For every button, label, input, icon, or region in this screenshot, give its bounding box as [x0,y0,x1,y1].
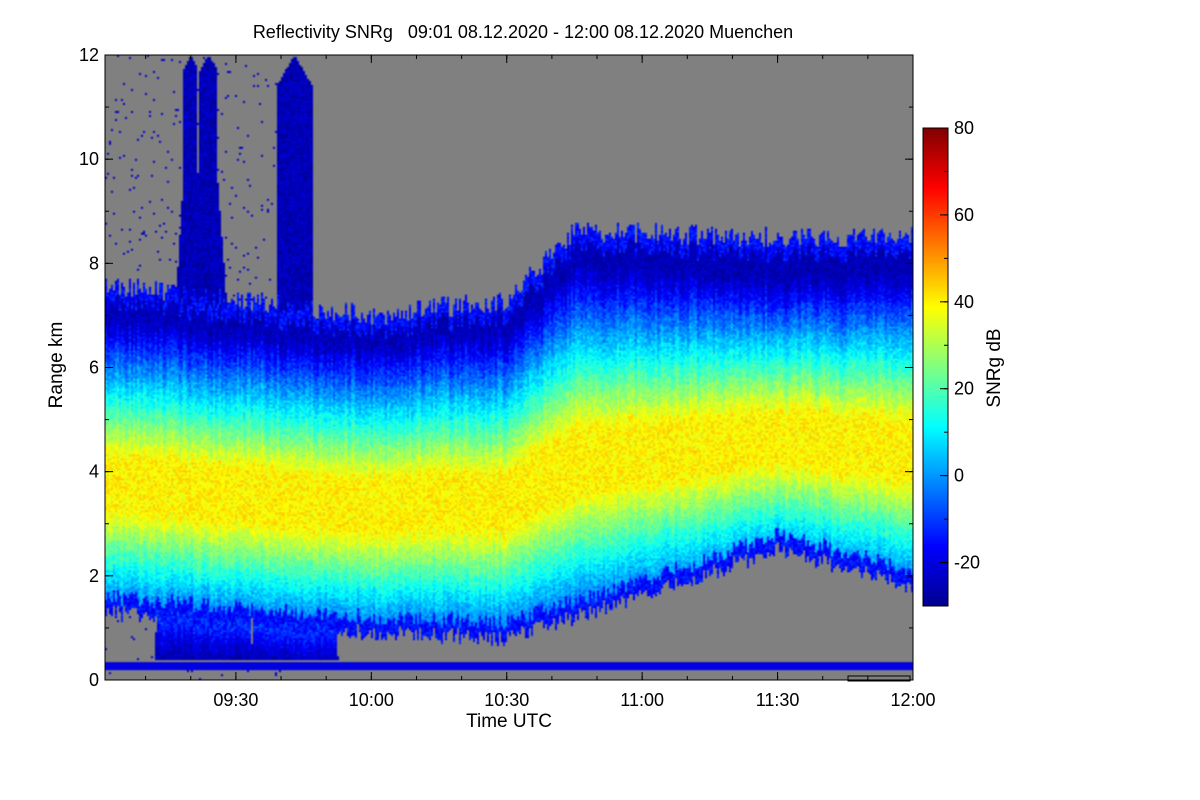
x-tick-label: 09:30 [213,690,258,710]
y-tick-label: 8 [89,253,99,273]
lower-right-marker [847,675,911,682]
y-axis-label: Range km [46,322,67,409]
y-tick-label: 6 [89,358,99,378]
chart-title: Reflectivity SNRg 09:01 08.12.2020 - 12:… [252,22,794,42]
y-tick-label: 10 [79,149,99,169]
x-axis-label: Time UTC [466,711,552,732]
x-tick-label: 12:00 [890,690,935,710]
colorbar-tick-label: 80 [954,118,974,138]
colorbar-label: SNRg dB [984,328,1005,407]
x-tick-label: 11:30 [756,690,800,710]
x-tick-label: 10:00 [349,690,394,710]
y-tick-label: 4 [89,462,99,482]
colorbar-tick-label: -20 [954,553,980,573]
y-tick-label: 12 [79,45,99,65]
x-tick-label: 10:30 [484,690,529,710]
colorbar [922,127,949,607]
y-axis: 0 2 4 6 8 10 12 [79,45,913,690]
y-tick-label: 0 [89,670,99,690]
colorbar-tick-label: 0 [954,466,964,486]
colorbar-tick-label: 60 [954,205,974,225]
x-axis: 09:30 10:00 10:30 11:00 11:30 12:00 [145,55,936,710]
heatmap-image [105,55,913,680]
colorbar-tick-label: 40 [954,292,974,312]
colorbar-tick-label: 20 [954,379,974,399]
colorbar-axis: 80 60 40 20 0 -20 [940,118,980,607]
x-tick-label: 11:00 [620,690,664,710]
y-tick-label: 2 [89,566,99,586]
